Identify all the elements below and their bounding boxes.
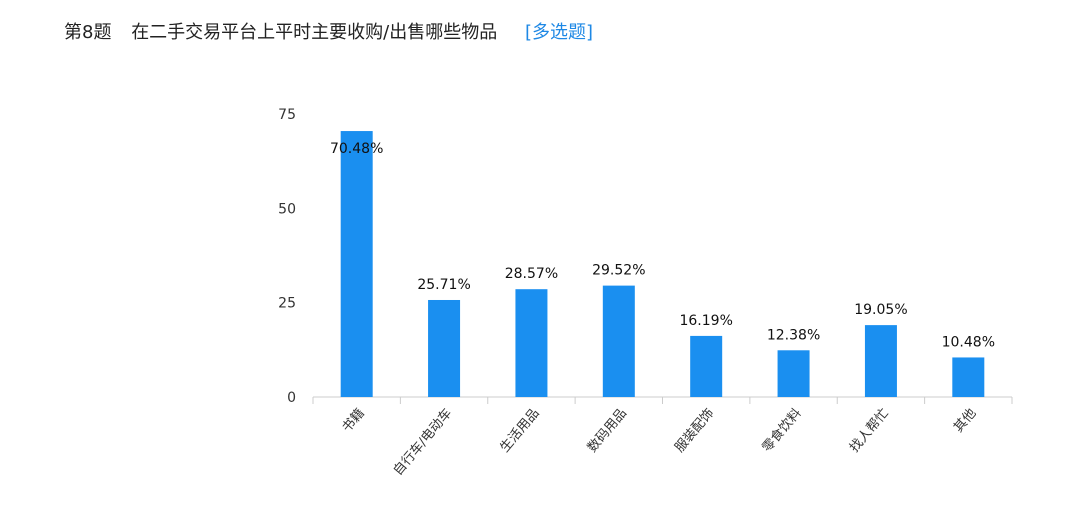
x-category-label: 零食饮料: [759, 405, 805, 455]
bar: [952, 357, 985, 397]
bar: [777, 350, 810, 397]
bar: [602, 285, 635, 397]
x-category-label: 书籍: [339, 405, 368, 435]
bar: [515, 289, 548, 397]
data-label: 19.05%: [854, 302, 907, 318]
y-tick-label: 75: [278, 107, 296, 123]
y-tick-label: 50: [278, 201, 296, 217]
x-category-label: 其他: [951, 406, 979, 436]
y-tick-label: 0: [287, 390, 296, 406]
y-tick-label: 25: [278, 296, 296, 312]
data-label: 70.48%: [330, 141, 383, 157]
x-category-label: 生活用品: [498, 406, 543, 455]
question-number: 第8题: [64, 22, 112, 43]
bar: [340, 131, 373, 397]
data-label: 12.38%: [767, 327, 820, 343]
bar: [864, 325, 897, 397]
bar: [690, 335, 723, 397]
data-label: 10.48%: [942, 334, 995, 350]
x-category-label: 服装配饰: [672, 406, 717, 455]
data-label: 25.71%: [417, 277, 470, 293]
x-category-label: 自行车/电动车: [390, 405, 455, 478]
data-label: 16.19%: [679, 313, 732, 329]
question-type-badge: [多选题]: [524, 22, 594, 43]
question-text: 在二手交易平台上平时主要收购/出售哪些物品: [131, 22, 498, 43]
x-category-label: 找人帮忙: [847, 406, 892, 455]
data-label: 29.52%: [592, 263, 645, 279]
x-category-label: 数码用品: [585, 406, 630, 455]
bar: [428, 299, 461, 397]
data-label: 28.57%: [505, 266, 558, 282]
question-title: 第8题 在二手交易平台上平时主要收购/出售哪些物品 [多选题]: [64, 18, 593, 44]
